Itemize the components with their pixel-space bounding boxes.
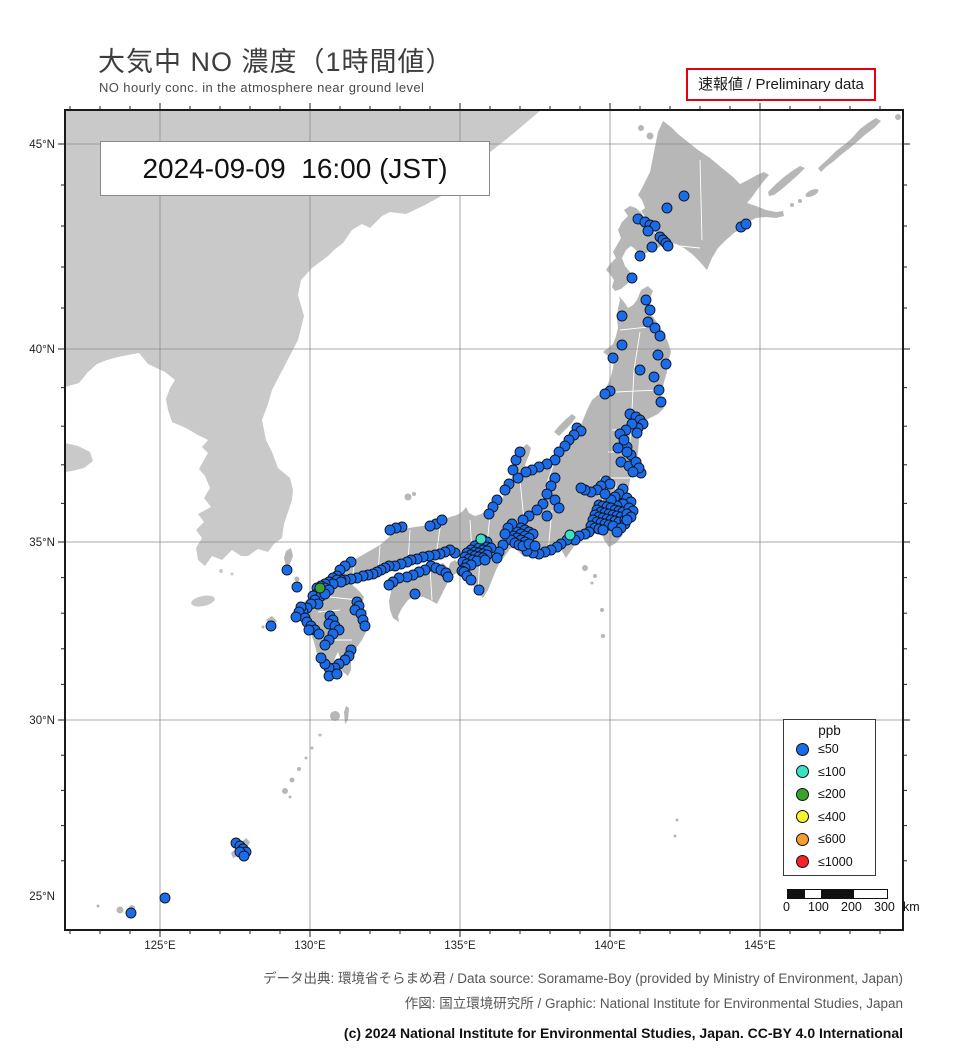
svg-text:125°E: 125°E bbox=[144, 940, 176, 952]
station-dots bbox=[125, 190, 752, 919]
svg-text:35°N: 35°N bbox=[29, 537, 55, 549]
svg-text:135°E: 135°E bbox=[444, 940, 476, 952]
scale-label-100: 100 bbox=[808, 900, 829, 914]
footer: データ出典: 環境省そらまめ君 / Data source: Soramame-… bbox=[0, 966, 903, 1050]
legend-color-dot bbox=[796, 765, 809, 779]
footer-copyright: (c) 2024 National Institute for Environm… bbox=[343, 1025, 903, 1041]
legend-rows: ≤50 ≤100 ≤200 ≤400 ≤600 ≤1000 bbox=[784, 738, 875, 873]
svg-text:140°E: 140°E bbox=[594, 940, 626, 952]
svg-text:40°N: 40°N bbox=[29, 344, 55, 356]
svg-text:45°N: 45°N bbox=[29, 139, 55, 151]
legend-color-dot bbox=[796, 855, 809, 869]
legend-item-label: ≤400 bbox=[818, 809, 846, 824]
scale-label-300: 300 bbox=[874, 900, 895, 914]
legend-item: ≤400 bbox=[784, 806, 875, 829]
continent-landmass bbox=[65, 110, 541, 607]
axis-labels: 125°E 130°E 135°E 140°E 145°E 45°N 40°N 35°N 30°… bbox=[29, 139, 776, 952]
legend-color-dot bbox=[796, 810, 809, 824]
legend-item-label: ≤200 bbox=[818, 787, 846, 802]
legend-item-label: ≤100 bbox=[818, 764, 846, 779]
timestamp-box: 2024-09-09 16:00 (JST) bbox=[100, 141, 490, 196]
scale-label-200: 200 bbox=[841, 900, 862, 914]
legend-item-label: ≤600 bbox=[818, 832, 846, 847]
legend-item-label: ≤50 bbox=[818, 742, 839, 757]
footer-data-source: データ出典: 環境省そらまめ君 / Data source: Soramame-… bbox=[263, 971, 903, 986]
legend-color-dot bbox=[796, 742, 809, 756]
legend: ppb ≤50 ≤100 ≤200 ≤400 ≤600 ≤1000 bbox=[783, 719, 876, 876]
preliminary-data-badge: 速報値 / Preliminary data bbox=[686, 68, 876, 101]
scale-bar-segments bbox=[787, 889, 888, 899]
scale-bar: 0 100 200 300 km bbox=[781, 889, 921, 919]
page-title: 大気中 NO 濃度（1時間値） bbox=[98, 47, 454, 77]
footer-graphic-credit: 作図: 国立環境研究所 / Graphic: National Institut… bbox=[404, 996, 903, 1011]
legend-item: ≤200 bbox=[784, 783, 875, 806]
svg-text:25°N: 25°N bbox=[29, 891, 55, 903]
legend-item: ≤1000 bbox=[784, 851, 875, 874]
legend-item: ≤100 bbox=[784, 761, 875, 784]
legend-color-dot bbox=[796, 787, 809, 801]
legend-item: ≤600 bbox=[784, 828, 875, 851]
legend-color-dot bbox=[796, 832, 809, 846]
svg-text:130°E: 130°E bbox=[294, 940, 326, 952]
axis-ticks bbox=[58, 103, 910, 937]
svg-text:30°N: 30°N bbox=[29, 715, 55, 727]
page-subtitle: NO hourly conc. in the atmosphere near g… bbox=[99, 80, 425, 95]
svg-text:145°E: 145°E bbox=[744, 940, 776, 952]
scale-label-0: 0 bbox=[783, 900, 790, 914]
legend-item: ≤50 bbox=[784, 738, 875, 761]
scale-unit: km bbox=[903, 900, 920, 914]
legend-title: ppb bbox=[818, 723, 841, 738]
map-frame bbox=[64, 109, 904, 931]
legend-item-label: ≤1000 bbox=[818, 854, 853, 869]
